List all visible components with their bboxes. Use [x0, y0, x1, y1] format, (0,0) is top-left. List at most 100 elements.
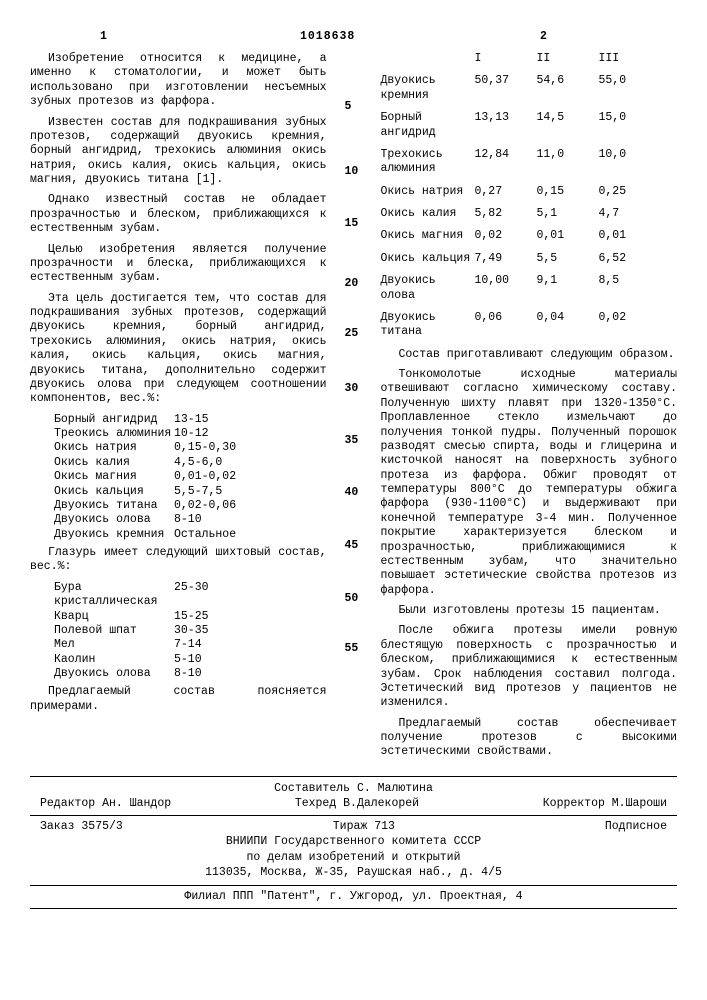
table-row: Каолин5-10	[54, 653, 327, 667]
imprint-org1: ВНИИПИ Государственного комитета СССР	[30, 834, 677, 850]
row-label: Окись кальция	[54, 485, 174, 499]
examples-table: IIIIIIДвуокись кремния50,3754,655,0Борны…	[381, 52, 678, 340]
imprint-tirage: Тираж 713	[333, 819, 395, 835]
table-row: Кварц15-25	[54, 610, 327, 624]
table-row: Окись натрия0,270,150,25	[381, 185, 678, 199]
line-number: 10	[345, 165, 359, 179]
row-value: 15-25	[174, 610, 284, 624]
para: Состав приготавливают следующим образом.	[381, 348, 678, 362]
row-label: Борный ангидрид	[54, 413, 174, 427]
cell: 5,1	[537, 207, 599, 221]
row-value: 30-35	[174, 624, 284, 638]
table-row: Треокись алюминия10-12	[54, 427, 327, 441]
line-number: 5	[345, 100, 352, 114]
line-number: 35	[345, 434, 359, 448]
table-row: Окись кальция5,5-7,5	[54, 485, 327, 499]
row-label: Бура кристаллическая	[54, 581, 174, 610]
col-header: I	[475, 52, 537, 66]
para: Целью изобретения является получение про…	[30, 243, 327, 286]
cell: 0,02	[475, 229, 537, 243]
row-label: Двуокись кремния	[381, 74, 475, 103]
cell: 0,02	[599, 311, 661, 340]
row-label: Двуокись титана	[54, 499, 174, 513]
cell: 13,13	[475, 111, 537, 140]
cell: 0,06	[475, 311, 537, 340]
table-row: Двуокись титана0,060,040,02	[381, 311, 678, 340]
line-number: 25	[345, 327, 359, 341]
table-row: Окись магния0,01-0,02	[54, 470, 327, 484]
imprint-editor: Редактор Ан. Шандор	[40, 796, 171, 812]
para: Однако известный состав не обладает проз…	[30, 193, 327, 236]
cell: 55,0	[599, 74, 661, 103]
table-row: Окись натрия0,15-0,30	[54, 441, 327, 455]
row-label: Окись калия	[54, 456, 174, 470]
row-label: Окись кальция	[381, 252, 475, 266]
para: Предлагаемый состав поясняется примерами…	[30, 685, 327, 714]
table-row: Двуокись олова8-10	[54, 513, 327, 527]
row-value: 25-30	[174, 581, 284, 610]
row-label: Окись магния	[381, 229, 475, 243]
imprint-block: Составитель С. Малютина Редактор Ан. Шан…	[30, 776, 677, 886]
cell: 54,6	[537, 74, 599, 103]
table-row: Окись магния0,020,010,01	[381, 229, 678, 243]
para: Глазурь имеет следующий шихтовый состав,…	[30, 546, 327, 575]
table-row: Мел7-14	[54, 638, 327, 652]
cell: 5,5	[537, 252, 599, 266]
table-row: Борный ангидрид13-15	[54, 413, 327, 427]
cell: 0,27	[475, 185, 537, 199]
table-row: Окись калия5,825,14,7	[381, 207, 678, 221]
para: Тонкомолотые исходные материалы отвешива…	[381, 368, 678, 598]
line-number: 45	[345, 539, 359, 553]
cell: 0,25	[599, 185, 661, 199]
line-number-gutter: 510152025303540455055	[345, 52, 363, 766]
table-row: Бура кристаллическая25-30	[54, 581, 327, 610]
imprint-subscript: Подписное	[605, 819, 667, 835]
row-value: 7-14	[174, 638, 284, 652]
cell: 4,7	[599, 207, 661, 221]
para: Были изготовлены протезы 15 пациентам.	[381, 604, 678, 618]
table-row: Полевой шпат30-35	[54, 624, 327, 638]
cell: 5,82	[475, 207, 537, 221]
row-value: 4,5-6,0	[174, 456, 284, 470]
cell: 6,52	[599, 252, 661, 266]
imprint-compiler: Составитель С. Малютина	[30, 781, 677, 797]
imprint-branch: Филиал ППП "Патент", г. Ужгород, ул. Про…	[30, 886, 677, 909]
row-value: 0,02-0,06	[174, 499, 284, 513]
row-value: 5-10	[174, 653, 284, 667]
table-row: Двуокись олова8-10	[54, 667, 327, 681]
table-row: Двуокись олова10,009,18,5	[381, 274, 678, 303]
line-number: 55	[345, 642, 359, 656]
row-label: Мел	[54, 638, 174, 652]
table-row: Окись калия4,5-6,0	[54, 456, 327, 470]
cell: 14,5	[537, 111, 599, 140]
table-row: Трехокись алюминия12,8411,010,0	[381, 148, 678, 177]
row-value: 8-10	[174, 513, 284, 527]
line-number: 15	[345, 217, 359, 231]
row-label: Окись натрия	[54, 441, 174, 455]
line-number: 40	[345, 486, 359, 500]
line-number: 50	[345, 592, 359, 606]
cell: 9,1	[537, 274, 599, 303]
table-header: IIIIII	[381, 52, 678, 66]
row-value: 5,5-7,5	[174, 485, 284, 499]
col-header: II	[537, 52, 599, 66]
cell: 12,84	[475, 148, 537, 177]
para: Известен состав для подкрашивания зубных…	[30, 116, 327, 188]
table-row: Борный ангидрид13,1314,515,0	[381, 111, 678, 140]
cell: 8,5	[599, 274, 661, 303]
row-label: Кварц	[54, 610, 174, 624]
cell: 0,15	[537, 185, 599, 199]
right-column: IIIIIIДвуокись кремния50,3754,655,0Борны…	[381, 52, 678, 766]
left-column: Изобретение относится к медицине, а имен…	[30, 52, 327, 766]
row-label: Трехокись алюминия	[381, 148, 475, 177]
para: После обжига протезы имели ровную блестя…	[381, 624, 678, 710]
page-num-right: 2	[540, 30, 547, 44]
row-label: Двуокись титана	[381, 311, 475, 340]
cell: 15,0	[599, 111, 661, 140]
row-label: Каолин	[54, 653, 174, 667]
imprint-tech: Техред В.Далекорей	[295, 796, 419, 812]
cell: 0,04	[537, 311, 599, 340]
imprint-corrector: Корректор М.Шароши	[543, 796, 667, 812]
row-label: Треокись алюминия	[54, 427, 174, 441]
row-label: Окись магния	[54, 470, 174, 484]
